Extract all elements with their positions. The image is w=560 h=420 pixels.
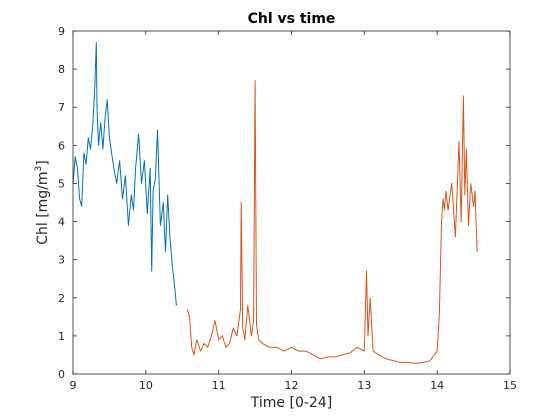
y-tick-label: 6	[58, 139, 65, 152]
y-tick-label: 3	[58, 254, 65, 267]
y-tick-label: 8	[58, 63, 65, 76]
y-tick-label: 7	[58, 101, 65, 114]
x-tick-label: 15	[503, 379, 517, 392]
x-axis-label: Time [0-24]	[250, 395, 332, 411]
chart-title: Chl vs time	[248, 11, 336, 27]
y-tick-label: 9	[58, 25, 65, 38]
y-tick-label: 5	[58, 177, 65, 190]
y-axis-label-end: ]	[35, 160, 51, 165]
x-tick-label: 12	[285, 379, 299, 392]
y-axis-label: Chl [mg/m3]	[34, 160, 51, 245]
y-tick-label: 4	[58, 216, 65, 229]
x-tick-label: 13	[357, 379, 371, 392]
x-tick-label: 10	[139, 379, 153, 392]
x-tick-label: 14	[430, 379, 444, 392]
y-axis-label-main: Chl [mg/m	[35, 171, 51, 244]
x-tick-label: 9	[70, 379, 77, 392]
y-tick-label: 1	[58, 330, 65, 343]
y-tick-label: 0	[58, 368, 65, 381]
x-tick-label: 11	[212, 379, 226, 392]
y-tick-label: 2	[58, 292, 65, 305]
plot-area	[73, 31, 510, 374]
